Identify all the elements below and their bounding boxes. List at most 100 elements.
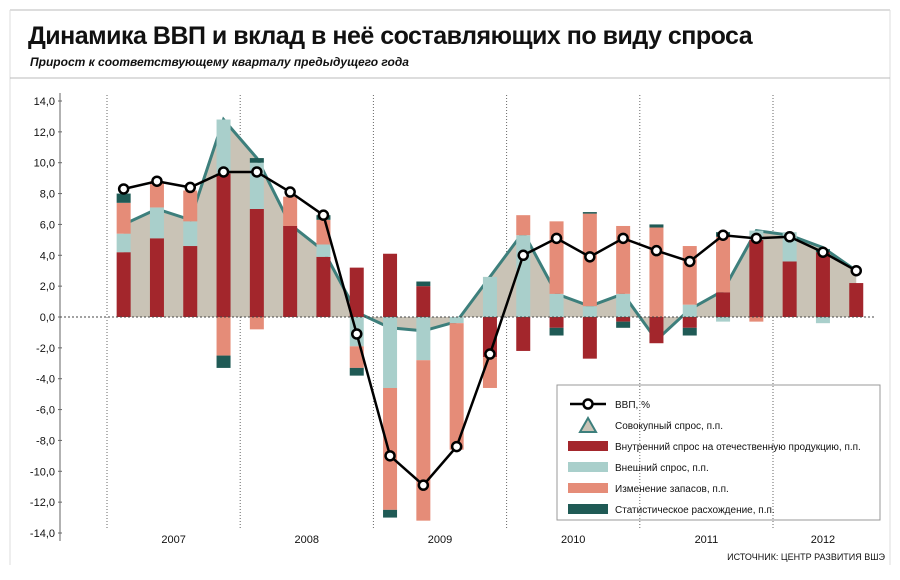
legend-swatch: [582, 398, 594, 410]
gdp-point: [450, 440, 463, 453]
gdp-point: [517, 249, 529, 262]
bar: [549, 327, 564, 336]
gdp-point: [584, 251, 596, 263]
legend-swatch: [568, 441, 608, 451]
bar: [283, 225, 298, 317]
bar: [516, 235, 531, 317]
bar: [416, 317, 431, 361]
bar: [782, 261, 797, 317]
bar: [349, 346, 364, 368]
y-tick-label: 0,0: [40, 312, 55, 324]
bar: [383, 253, 398, 317]
y-tick-label: 8,0: [40, 189, 55, 201]
gdp-point: [717, 229, 729, 241]
legend-label: ВВП, %: [615, 400, 650, 411]
bar: [549, 293, 564, 317]
gdp-point: [817, 246, 829, 258]
gdp-point: [351, 328, 363, 340]
bar: [849, 283, 864, 317]
gdp-point: [783, 231, 796, 243]
bar: [616, 225, 631, 294]
bar: [582, 306, 597, 317]
bar: [149, 207, 164, 239]
bar: [482, 276, 497, 317]
bar: [249, 209, 264, 317]
bar: [149, 181, 164, 208]
bar: [416, 360, 431, 521]
x-year-label: 2012: [811, 534, 835, 546]
gdp-point: [184, 181, 196, 194]
bar: [216, 119, 231, 174]
legend-swatch: [578, 415, 598, 433]
bar: [449, 323, 464, 450]
bar: [249, 158, 264, 163]
bar: [815, 317, 830, 324]
y-tick-label: 10,0: [34, 158, 55, 170]
bar: [815, 252, 830, 317]
bar: [582, 317, 597, 359]
gdp-point: [217, 166, 230, 178]
legend-swatch: [568, 483, 608, 493]
bar: [716, 292, 731, 317]
y-tick-label: -14,0: [30, 528, 55, 540]
bar: [216, 317, 231, 356]
y-tick-label: 4,0: [40, 250, 55, 262]
chart-subtitle: Прирост к соответствующему кварталу пред…: [30, 55, 409, 69]
gdp-point: [617, 232, 629, 245]
y-tick-label: 12,0: [34, 127, 55, 139]
x-year-label: 2008: [295, 534, 319, 546]
bar: [549, 317, 564, 328]
y-tick-label: 14,0: [34, 96, 55, 108]
aggregate-demand-area: [123, 119, 857, 341]
y-tick-label: 2,0: [40, 281, 55, 293]
legend-swatch: [568, 462, 608, 472]
x-year-label: 2010: [561, 534, 585, 546]
gdp-point: [484, 348, 496, 360]
bar: [682, 304, 697, 317]
legend-label: Внешний спрос, п.п.: [615, 463, 709, 474]
chart-title: Динамика ВВП и вклад в неё составляющих …: [28, 22, 754, 50]
legend-label: Изменение запасов, п.п.: [615, 484, 729, 495]
bar: [682, 246, 697, 305]
x-year-label: 2007: [161, 534, 185, 546]
bar: [716, 236, 731, 293]
bar: [516, 215, 531, 236]
bar: [116, 193, 131, 203]
y-tick-label: -12,0: [30, 497, 55, 509]
x-year-label: 2009: [428, 534, 452, 546]
bar: [749, 317, 764, 322]
bar: [682, 327, 697, 336]
gdp-point: [384, 450, 396, 462]
y-tick-label: -10,0: [30, 466, 55, 478]
bar: [283, 196, 298, 226]
gdp-point: [417, 479, 430, 491]
gdp-point: [251, 166, 263, 178]
bar: [183, 221, 198, 247]
gdp-point: [750, 232, 763, 245]
legend: [556, 384, 881, 521]
bar: [149, 238, 164, 317]
bar: [316, 244, 331, 257]
bar: [349, 267, 364, 317]
bar: [216, 173, 231, 317]
bar: [383, 317, 398, 388]
bar: [616, 321, 631, 328]
gdp-point: [317, 209, 330, 221]
x-year-label: 2011: [695, 534, 719, 546]
bar: [183, 246, 198, 317]
bar: [716, 317, 731, 322]
bar: [649, 317, 664, 344]
bar: [349, 367, 364, 376]
bar: [116, 252, 131, 317]
bar: [682, 317, 697, 328]
legend-label: Совокупный спрос, п.п.: [615, 421, 723, 432]
bar: [249, 317, 264, 330]
gdp-point: [117, 183, 130, 195]
bar: [216, 355, 231, 368]
y-tick-label: -8,0: [36, 435, 55, 447]
bar: [183, 190, 198, 222]
y-tick-label: -2,0: [36, 343, 55, 355]
legend-swatch: [568, 504, 608, 514]
legend-label: Статистическое расхождение, п.п.: [615, 505, 775, 516]
gdp-point: [650, 244, 663, 257]
